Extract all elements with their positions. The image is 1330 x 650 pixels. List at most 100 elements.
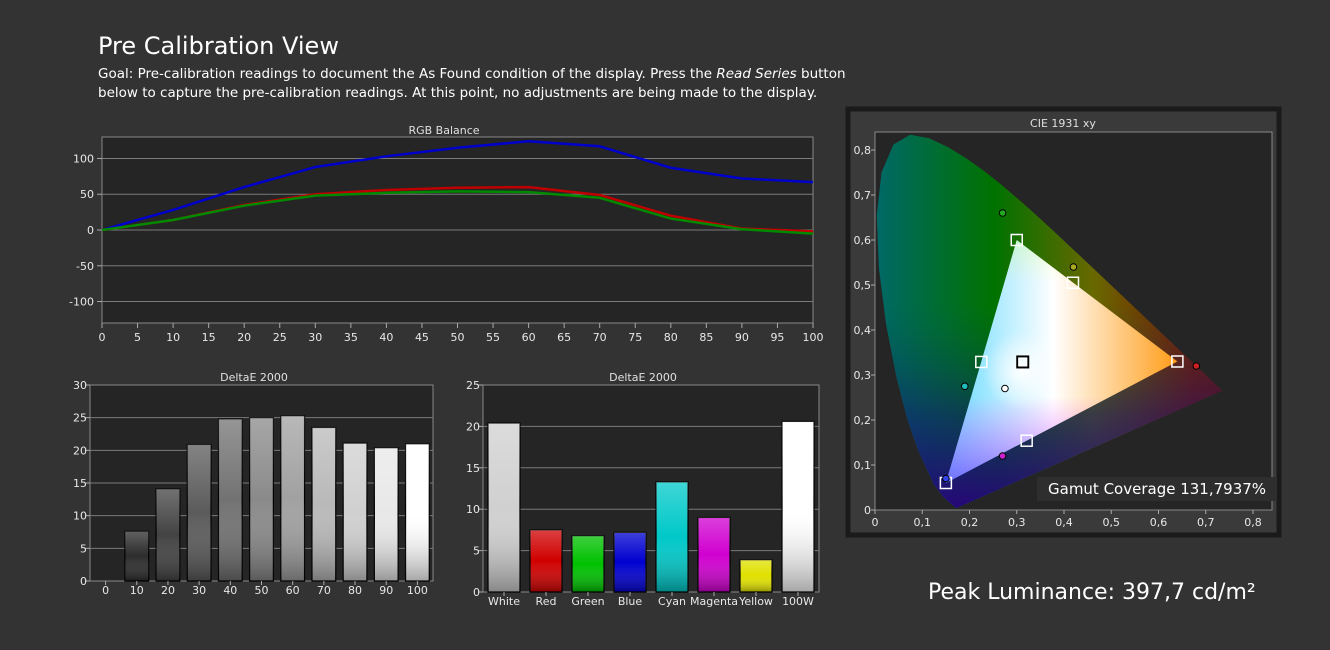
de2-ytick-label: 0	[473, 586, 480, 599]
de1-xtick-label: 50	[255, 584, 269, 597]
de1-ytick-label: 25	[73, 412, 87, 425]
cie-ytick-label: 0,7	[854, 189, 872, 202]
rgb-xtick-label: 100	[803, 331, 824, 344]
cie-target-square	[1171, 355, 1184, 368]
de2-xtick-label: Cyan	[658, 595, 686, 608]
de1-xtick-label: 20	[161, 584, 175, 597]
gamut-coverage-label: Gamut Coverage 131,7937%	[1037, 477, 1278, 501]
cie-measured-point	[998, 452, 1007, 460]
de1-bar-shade	[156, 488, 180, 581]
de2-xtick-label: Green	[571, 595, 604, 608]
de1-bar-shade	[312, 427, 336, 581]
deltae-grayscale-chart: DeltaE 2000 0 5 10 15 20 25 30 0 10 20 30 40 50 60 70…	[73, 371, 434, 597]
de2-bar-shade	[572, 535, 604, 592]
rgb-xtick-label: 5	[134, 331, 141, 344]
de2-xtick-label: Blue	[618, 595, 643, 608]
cie-xtick-label: 0,4	[1055, 516, 1073, 529]
rgb-xtick-label: 30	[308, 331, 322, 344]
cie-target-square	[1020, 434, 1033, 447]
cie-xtick-label: 0,7	[1197, 516, 1215, 529]
de1-xtick-label: 100	[407, 584, 428, 597]
de2-bar-shade	[740, 559, 772, 592]
de2-ytick-label: 20	[466, 420, 480, 433]
rgb-xtick-label: 50	[451, 331, 465, 344]
rgb-balance-chart: RGB Balance 100 50 0 -50 -100 0 5 10 15 20 25 30 35…	[69, 124, 823, 344]
deltae-grayscale-title: DeltaE 2000	[220, 371, 288, 384]
rgb-xtick-label: 80	[664, 331, 678, 344]
cie-xtick-label: 0,1	[914, 516, 932, 529]
rgb-xtick-label: 55	[486, 331, 500, 344]
cie-target-square	[1016, 355, 1030, 369]
cie-target-square-inner	[1018, 357, 1028, 367]
cie-xtick-label: 0,5	[1103, 516, 1121, 529]
rgb-xtick-label: 25	[273, 331, 287, 344]
de1-xtick-label: 40	[223, 584, 237, 597]
de1-xtick-label: 30	[192, 584, 206, 597]
cie-measured-point	[960, 382, 969, 391]
de2-xtick-label: Yellow	[738, 595, 773, 608]
cie-ytick-label: 0,4	[854, 324, 872, 337]
de1-ytick-label: 20	[73, 444, 87, 457]
cie-measured-point	[1192, 362, 1201, 370]
de1-xtick-label: 70	[317, 584, 331, 597]
rgb-xtick-label: 35	[344, 331, 358, 344]
de2-ytick-label: 10	[466, 503, 480, 516]
cie-target-square	[1010, 233, 1023, 247]
deltae-colors-title: DeltaE 2000	[609, 371, 677, 384]
cie-ytick-label: 0,1	[854, 459, 872, 472]
peak-luminance: Peak Luminance: 397,7 cd/m²	[928, 580, 1256, 605]
cie-measured-point	[1001, 384, 1009, 393]
cie-xtick-label: 0,3	[1008, 516, 1026, 529]
cie-ytick-label: 0,8	[854, 144, 872, 157]
de1-bar-shade	[280, 415, 305, 581]
rgb-xtick-label: 85	[699, 331, 713, 344]
cie-ytick-label: 0,3	[854, 369, 872, 382]
cie-title: CIE 1931 xy	[1030, 117, 1096, 130]
de1-xtick-label: 0	[102, 584, 109, 597]
de1-ytick-label: 5	[80, 542, 87, 555]
de2-xtick-label: White	[488, 595, 520, 608]
rgb-xtick-label: 15	[202, 331, 216, 344]
de1-xtick-label: 60	[286, 584, 300, 597]
cie-ytick-label: 0,6	[854, 234, 872, 247]
rgb-xtick-label: 90	[735, 331, 749, 344]
goal-emphasis: Read Series	[716, 66, 797, 82]
rgb-xtick-label: 65	[557, 331, 571, 344]
rgb-balance-title: RGB Balance	[408, 124, 479, 137]
de1-bar-shade	[187, 444, 211, 581]
cie-white-glow	[982, 330, 1063, 411]
de2-xtick-label: Magenta	[690, 595, 738, 608]
de1-xtick-label: 80	[348, 584, 362, 597]
cie-ytick-label: 0	[864, 504, 871, 517]
de1-bar-shade	[405, 443, 430, 581]
cie-measured-point	[942, 474, 950, 483]
goal-suffix: button below to capture the pre-calibrat…	[98, 66, 846, 101]
de1-ytick-label: 30	[73, 379, 87, 392]
rgb-series-line-0	[101, 140, 814, 232]
rgb-xtick-label: 10	[166, 331, 180, 344]
de1-bar-shade	[249, 417, 274, 581]
de1-bar-shade	[124, 531, 149, 581]
rgb-ytick-label: 50	[80, 188, 94, 201]
cie-chart: CIE 1931 xy 0 0,1 0,2 0,3 0,4 0,5 0,6 0,7 0,8 0 0…	[845, 106, 1282, 538]
de1-xtick-label: 10	[130, 584, 144, 597]
rgb-ytick-label: -50	[76, 260, 94, 273]
de2-bar-shade	[530, 529, 562, 592]
de2-bar-shade	[782, 421, 814, 592]
cie-xtick-label: 0,8	[1244, 516, 1262, 529]
cie-xtick-label: 0,2	[961, 516, 979, 529]
rgb-xtick-label: 70	[593, 331, 607, 344]
cie-measured-point	[1069, 263, 1078, 271]
cie-xtick-label: 0	[872, 516, 879, 529]
cie-measured-point	[998, 209, 1007, 217]
cie-target-square	[1066, 276, 1080, 289]
de1-ytick-label: 0	[80, 575, 87, 588]
page-title: Pre Calibration View	[98, 32, 339, 60]
rgb-xtick-label: 45	[415, 331, 429, 344]
rgb-ytick-label: 100	[73, 152, 94, 165]
rgb-xtick-label: 75	[628, 331, 642, 344]
rgb-xtick-label: 40	[379, 331, 393, 344]
de1-bar-shade	[343, 443, 367, 581]
rgb-xtick-label: 95	[770, 331, 784, 344]
